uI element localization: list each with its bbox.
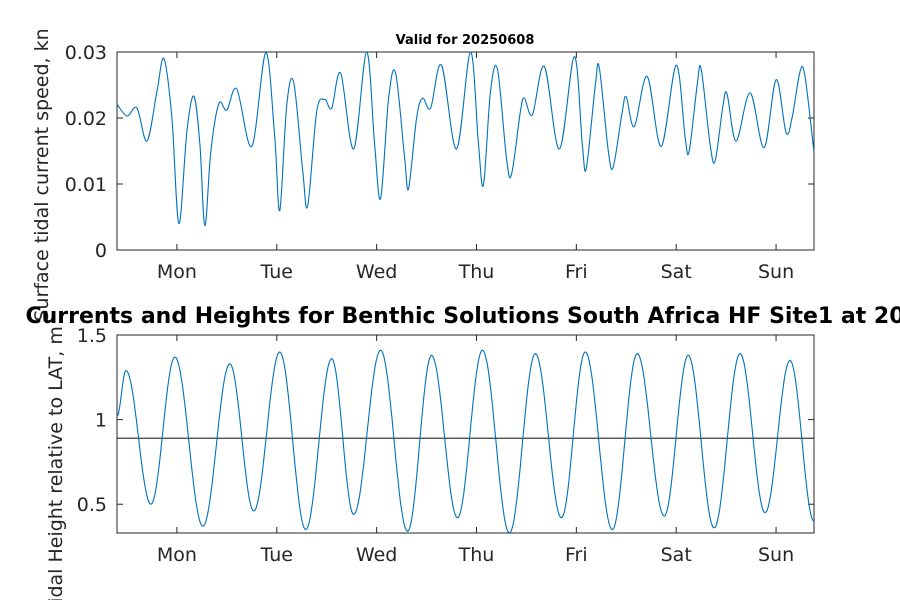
current-speed-chart: Valid for 20250608 0 0.01 0.02 0.03 Mon Tue W… xyxy=(31,28,815,322)
tidal-height-chart: Currents and Heights for Benthic Solutio… xyxy=(25,304,900,600)
current-speed-ytick-label: 0 xyxy=(95,240,107,262)
tidal-height-xtick-label: Fri xyxy=(565,544,588,566)
tidal-height-xtick-label: Tue xyxy=(260,544,293,566)
tidal-height-line xyxy=(116,349,815,534)
current-speed-xtick-label: Fri xyxy=(565,261,588,283)
valid-date-title: Valid for 20250608 xyxy=(396,33,535,48)
current-speed-xtick-label: Wed xyxy=(356,261,397,283)
tidal-height-ylabel: Tidal Height relative to LAT, m xyxy=(45,326,67,600)
current-speed-ytick-label: 0.03 xyxy=(65,42,107,64)
current-speed-ytick-label: 0.01 xyxy=(65,174,107,196)
current-speed-xtick-label: Thu xyxy=(458,261,495,283)
tidal-height-ytick-label: 0.5 xyxy=(77,494,107,516)
current-speed-ytick-label: 0.02 xyxy=(65,108,107,130)
tidal-height-xtick-label: Sun xyxy=(758,544,794,566)
tidal-height-y-ticks: 0.5 1 1.5 xyxy=(77,325,814,516)
tidal-height-ytick-label: 1.5 xyxy=(77,325,107,347)
current-speed-xtick-label: Tue xyxy=(260,261,293,283)
current-speed-xtick-label: Mon xyxy=(157,261,197,283)
current-speed-ylabel: Surface tidal current speed, kn xyxy=(31,28,53,321)
tidal-height-axes-box xyxy=(116,334,815,534)
tidal-height-x-ticks: Mon Tue Wed Thu Fri Sat Sun xyxy=(157,335,794,566)
current-speed-x-ticks: Mon Tue Wed Thu Fri Sat Sun xyxy=(157,52,794,283)
tidal-height-xtick-label: Thu xyxy=(458,544,495,566)
current-speed-xtick-label: Sat xyxy=(661,261,692,283)
tidal-height-xtick-label: Sat xyxy=(661,544,692,566)
tidal-height-ytick-label: 1 xyxy=(95,410,107,432)
tidal-height-xtick-label: Wed xyxy=(356,544,397,566)
tidal-height-xtick-label: Mon xyxy=(157,544,197,566)
current-speed-line xyxy=(116,51,815,227)
current-speed-y-ticks: 0 0.01 0.02 0.03 xyxy=(65,42,814,262)
site-main-title: Currents and Heights for Benthic Solutio… xyxy=(25,304,900,329)
current-speed-xtick-label: Sun xyxy=(758,261,794,283)
